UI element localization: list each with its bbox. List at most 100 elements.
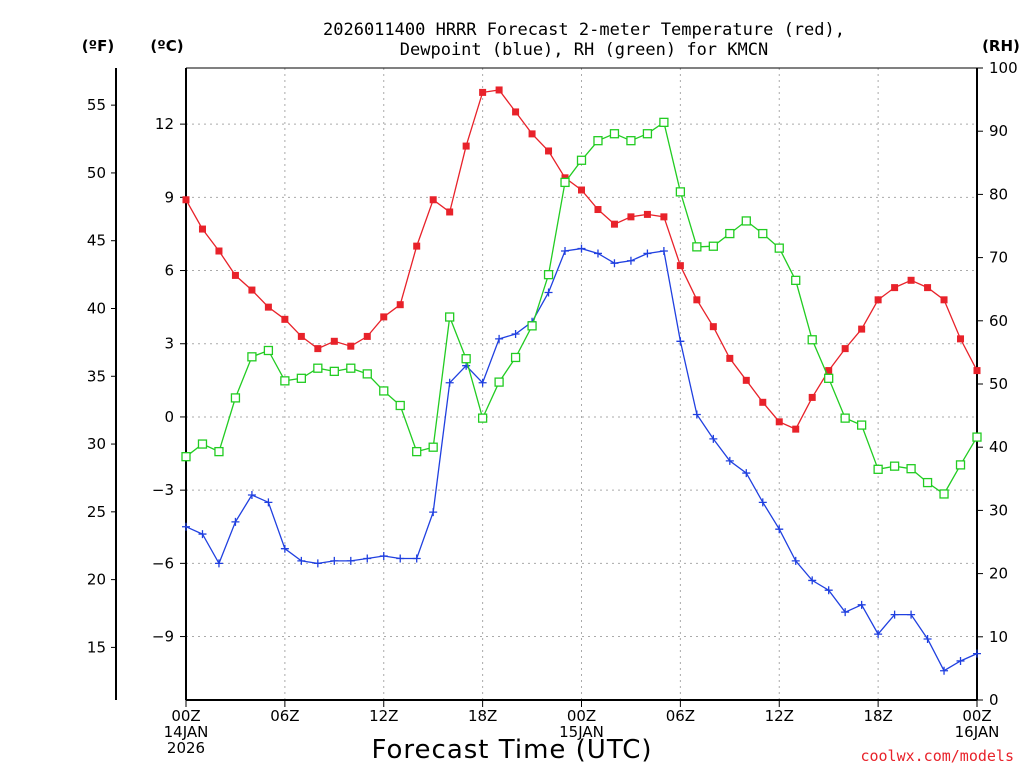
dewpoint-point bbox=[511, 329, 520, 338]
fahrenheit-tick-label: 30 bbox=[87, 435, 106, 453]
temperature-point bbox=[891, 284, 899, 292]
temperature-point bbox=[874, 296, 882, 304]
dewpoint-point bbox=[824, 586, 833, 595]
rh-point bbox=[906, 464, 916, 474]
celsius-tick-label: 6 bbox=[164, 262, 174, 280]
rh-point bbox=[313, 363, 323, 373]
rh-point bbox=[247, 352, 257, 362]
x-tick-label: 00Z bbox=[962, 707, 991, 725]
rh-point bbox=[346, 363, 356, 373]
temperature-point bbox=[726, 354, 734, 362]
temperature-point bbox=[297, 332, 305, 340]
celsius-tick-label: −6 bbox=[152, 554, 174, 572]
dewpoint-point bbox=[610, 259, 619, 268]
dewpoint-point bbox=[396, 554, 405, 563]
rh-point bbox=[494, 377, 504, 387]
rh-point bbox=[593, 136, 603, 146]
fahrenheit-unit-label: (ºF) bbox=[82, 37, 114, 55]
rh-point bbox=[576, 155, 587, 165]
rh-point bbox=[197, 439, 208, 449]
rh-point bbox=[560, 177, 570, 188]
rh-point bbox=[807, 335, 817, 345]
rh-point bbox=[758, 228, 768, 239]
dewpoint-point bbox=[363, 554, 372, 563]
credit-label: coolwx.com/models bbox=[860, 747, 1014, 765]
dewpoint-point bbox=[742, 469, 751, 478]
dewpoint-point bbox=[593, 249, 602, 258]
celsius-tick-label: 0 bbox=[164, 408, 174, 426]
rh-point bbox=[840, 413, 850, 423]
rh-point bbox=[939, 489, 949, 499]
temperature-point bbox=[479, 88, 487, 96]
dewpoint-point bbox=[659, 247, 668, 256]
rh-point bbox=[692, 242, 702, 252]
rh-tick-label: 0 bbox=[989, 691, 999, 709]
rh-tick-label: 40 bbox=[989, 438, 1008, 456]
rh-tick-label: 100 bbox=[989, 59, 1018, 77]
temperature-point bbox=[512, 108, 520, 116]
rh-point bbox=[675, 187, 686, 197]
dewpoint-point bbox=[297, 556, 306, 565]
dewpoint-point bbox=[956, 656, 965, 665]
x-tick-label: 2026 bbox=[167, 739, 205, 757]
dewpoint-point bbox=[544, 288, 553, 297]
rh-point bbox=[477, 413, 488, 423]
dewpoint-point bbox=[495, 334, 504, 343]
temperature-point bbox=[643, 210, 651, 218]
dewpoint-point bbox=[857, 600, 866, 609]
temperature-point bbox=[610, 220, 618, 228]
rh-point bbox=[362, 369, 372, 379]
rh-point bbox=[445, 312, 455, 322]
rh-point bbox=[379, 386, 389, 396]
dewpoint-point bbox=[412, 554, 421, 563]
celsius-tick-label: −3 bbox=[152, 481, 174, 499]
dewpoint-point bbox=[330, 556, 339, 565]
x-tick-label: 00Z bbox=[171, 707, 200, 725]
celsius-tick-label: −9 bbox=[152, 628, 174, 646]
temperature-point bbox=[858, 325, 866, 333]
rh-point bbox=[626, 136, 636, 146]
dewpoint-point bbox=[758, 498, 767, 507]
rh-point bbox=[230, 393, 241, 403]
dewpoint-point bbox=[643, 249, 652, 258]
dewpoint-point bbox=[940, 666, 949, 675]
temperature-point bbox=[924, 284, 932, 292]
temperature-point bbox=[396, 301, 404, 309]
temperature-point bbox=[528, 130, 536, 138]
rh-point bbox=[889, 461, 900, 471]
rh-point bbox=[741, 216, 751, 226]
temperature-point bbox=[446, 208, 454, 216]
temperature-point bbox=[742, 376, 750, 384]
rh-point bbox=[856, 420, 867, 430]
temperature-point bbox=[347, 342, 355, 350]
temperature-point bbox=[198, 225, 206, 233]
celsius-tick-label: 3 bbox=[164, 335, 174, 353]
dewpoint-point bbox=[791, 556, 800, 565]
dewpoint-point bbox=[445, 378, 454, 387]
rh-point bbox=[609, 129, 620, 139]
temperature-point bbox=[330, 337, 338, 345]
rh-point bbox=[461, 354, 471, 364]
temperature-point bbox=[545, 147, 553, 155]
x-axis-title: Forecast Time (UTC) bbox=[371, 735, 652, 765]
rh-point bbox=[972, 432, 982, 442]
temperature-point bbox=[314, 345, 322, 353]
rh-point bbox=[708, 241, 718, 251]
dewpoint-point bbox=[973, 649, 981, 658]
temperature-point bbox=[413, 242, 421, 250]
temperature-point bbox=[792, 425, 800, 433]
series-dewpoint bbox=[182, 244, 981, 675]
fahrenheit-tick-label: 55 bbox=[87, 96, 106, 114]
temperature-point bbox=[594, 206, 602, 214]
rh-point bbox=[659, 117, 669, 128]
chart-title-line1: 2026011400 HRRR Forecast 2-meter Tempera… bbox=[323, 20, 845, 40]
dewpoint-point bbox=[874, 630, 883, 639]
dewpoint-point bbox=[214, 559, 223, 568]
x-tick-label: 15JAN bbox=[559, 723, 604, 741]
temperature-point bbox=[215, 247, 223, 255]
temperature-point bbox=[462, 142, 470, 150]
dewpoint-point bbox=[890, 610, 899, 619]
rh-point bbox=[329, 366, 339, 377]
rh-point bbox=[510, 352, 521, 363]
